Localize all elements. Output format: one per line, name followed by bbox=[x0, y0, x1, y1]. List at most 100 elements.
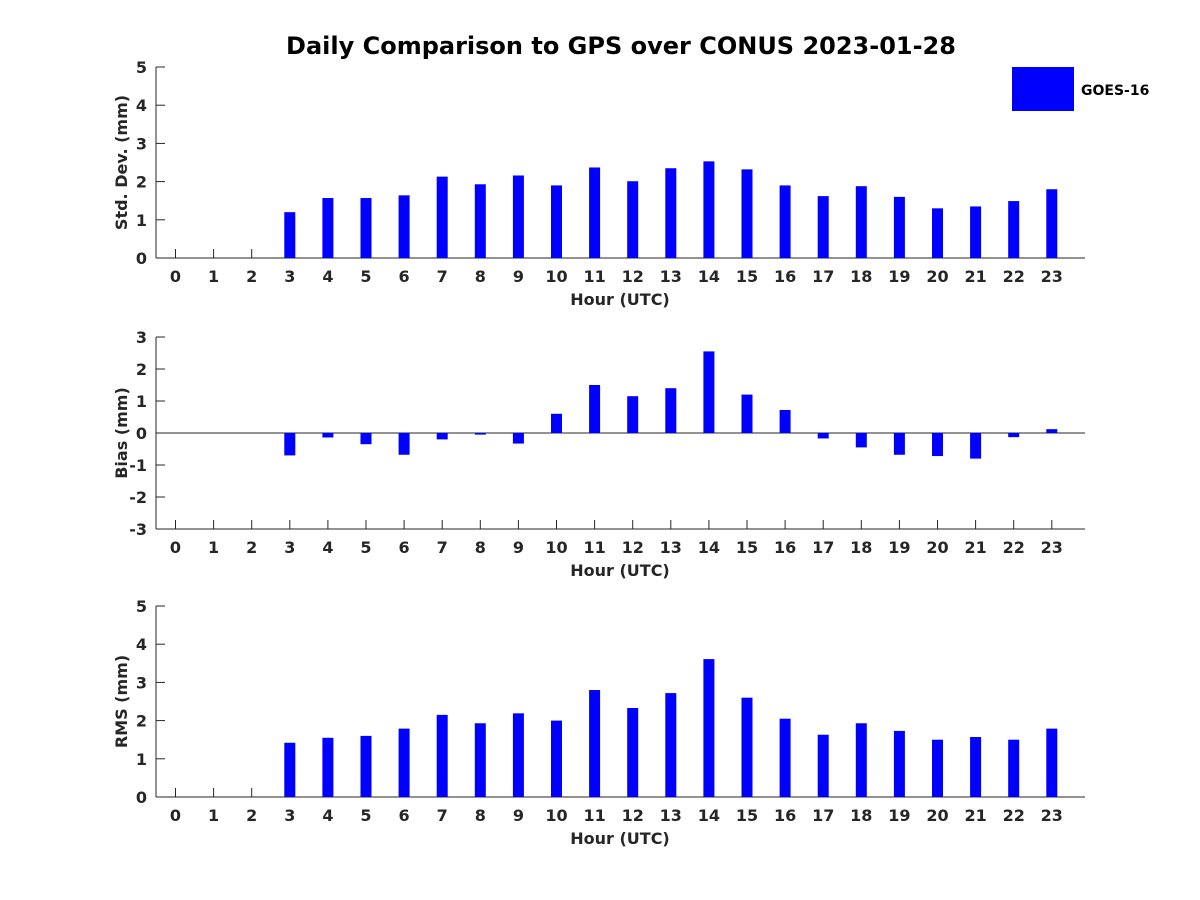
bar-hour-18 bbox=[855, 433, 867, 448]
x-tick-label: 3 bbox=[284, 538, 295, 557]
bar-hour-22 bbox=[1008, 433, 1020, 438]
x-tick-label: 10 bbox=[545, 806, 567, 825]
y-tick-label: -3 bbox=[129, 520, 147, 539]
y-tick-label: 5 bbox=[136, 597, 147, 616]
y-axis-label: Std. Dev. (mm) bbox=[112, 95, 131, 230]
x-tick-label: 21 bbox=[964, 806, 986, 825]
x-tick-label: 17 bbox=[812, 267, 834, 286]
chart-title: Daily Comparison to GPS over CONUS 2023-… bbox=[286, 32, 956, 60]
x-tick-label: 23 bbox=[1041, 806, 1063, 825]
y-tick-label: 3 bbox=[136, 328, 147, 347]
bar-hour-11 bbox=[589, 690, 601, 797]
bar-hour-12 bbox=[627, 396, 639, 433]
bar-hour-4 bbox=[322, 433, 334, 438]
x-tick-label: 20 bbox=[926, 806, 948, 825]
x-tick-label: 12 bbox=[622, 538, 644, 557]
bar-hour-3 bbox=[284, 212, 296, 258]
x-tick-label: 10 bbox=[545, 267, 567, 286]
bar-hour-13 bbox=[665, 168, 677, 258]
bar-hour-16 bbox=[779, 409, 791, 433]
bar-hour-18 bbox=[855, 186, 867, 258]
x-tick-label: 1 bbox=[208, 806, 219, 825]
x-tick-label: 22 bbox=[1003, 538, 1025, 557]
x-tick-label: 19 bbox=[888, 806, 910, 825]
x-tick-label: 9 bbox=[513, 267, 524, 286]
bar-hour-12 bbox=[627, 707, 639, 797]
y-tick-label: 0 bbox=[136, 249, 147, 268]
x-tick-label: 2 bbox=[246, 538, 257, 557]
x-tick-label: 22 bbox=[1003, 806, 1025, 825]
bar-hour-4 bbox=[322, 198, 334, 258]
bar-hour-19 bbox=[893, 196, 905, 258]
x-axis-label: Hour (UTC) bbox=[570, 829, 670, 848]
x-tick-label: 15 bbox=[736, 267, 758, 286]
bar-hour-10 bbox=[551, 185, 562, 258]
y-tick-label: 0 bbox=[136, 424, 147, 443]
bar-hour-6 bbox=[398, 728, 410, 797]
x-tick-label: 3 bbox=[284, 267, 295, 286]
x-tick-label: 2 bbox=[246, 267, 257, 286]
x-tick-label: 20 bbox=[926, 538, 948, 557]
bar-hour-7 bbox=[436, 714, 448, 797]
x-tick-label: 12 bbox=[622, 806, 644, 825]
bar-hour-17 bbox=[817, 734, 829, 797]
legend-swatch bbox=[1012, 67, 1074, 111]
x-tick-label: 15 bbox=[736, 806, 758, 825]
x-axis-label: Hour (UTC) bbox=[570, 561, 670, 580]
y-tick-label: 4 bbox=[136, 96, 147, 115]
legend-label: GOES-16 bbox=[1081, 83, 1149, 99]
bar-hour-12 bbox=[627, 181, 639, 258]
x-tick-label: 11 bbox=[583, 806, 605, 825]
y-tick-label: 3 bbox=[136, 134, 147, 153]
x-tick-label: 14 bbox=[698, 538, 720, 557]
bar-hour-6 bbox=[398, 433, 410, 455]
bar-hour-22 bbox=[1008, 201, 1020, 258]
bar-hour-13 bbox=[665, 693, 677, 797]
x-tick-label: 14 bbox=[698, 267, 720, 286]
x-tick-label: 22 bbox=[1003, 267, 1025, 286]
bar-hour-20 bbox=[932, 739, 943, 797]
bar-hour-19 bbox=[893, 730, 905, 797]
bar-hour-11 bbox=[589, 385, 601, 433]
bar-hour-7 bbox=[436, 433, 448, 440]
bar-hour-7 bbox=[436, 176, 448, 258]
y-tick-label: 3 bbox=[136, 673, 147, 692]
bar-hour-21 bbox=[970, 737, 982, 797]
bar-hour-10 bbox=[551, 720, 562, 797]
x-tick-label: 10 bbox=[545, 538, 567, 557]
x-tick-label: 17 bbox=[812, 538, 834, 557]
y-tick-label: 2 bbox=[136, 360, 147, 379]
x-tick-label: 6 bbox=[399, 267, 410, 286]
x-tick-label: 8 bbox=[475, 806, 486, 825]
x-tick-label: 4 bbox=[322, 806, 333, 825]
bar-hour-23 bbox=[1046, 189, 1058, 258]
x-tick-label: 9 bbox=[513, 538, 524, 557]
x-tick-label: 3 bbox=[284, 806, 295, 825]
x-tick-label: 2 bbox=[246, 806, 257, 825]
x-tick-label: 9 bbox=[513, 806, 524, 825]
bar-hour-11 bbox=[589, 167, 601, 258]
bar-hour-9 bbox=[512, 175, 524, 258]
x-tick-label: 5 bbox=[360, 538, 371, 557]
x-tick-label: 21 bbox=[964, 538, 986, 557]
legend: GOES-16 bbox=[1012, 67, 1149, 111]
bar-hour-20 bbox=[932, 433, 943, 457]
x-tick-label: 1 bbox=[208, 267, 219, 286]
y-tick-label: -2 bbox=[129, 488, 147, 507]
y-tick-label: 0 bbox=[136, 788, 147, 807]
x-tick-label: 7 bbox=[437, 267, 448, 286]
x-tick-label: 19 bbox=[888, 538, 910, 557]
x-tick-label: 5 bbox=[360, 267, 371, 286]
x-tick-label: 20 bbox=[926, 267, 948, 286]
bar-hour-8 bbox=[474, 433, 486, 435]
bar-hour-8 bbox=[474, 723, 486, 797]
bar-hour-18 bbox=[855, 723, 867, 797]
bar-hour-17 bbox=[817, 433, 829, 439]
bar-hour-14 bbox=[703, 659, 715, 797]
bar-hour-13 bbox=[665, 388, 677, 433]
bar-hour-21 bbox=[970, 206, 982, 258]
bar-hour-14 bbox=[703, 351, 715, 433]
x-tick-label: 5 bbox=[360, 806, 371, 825]
